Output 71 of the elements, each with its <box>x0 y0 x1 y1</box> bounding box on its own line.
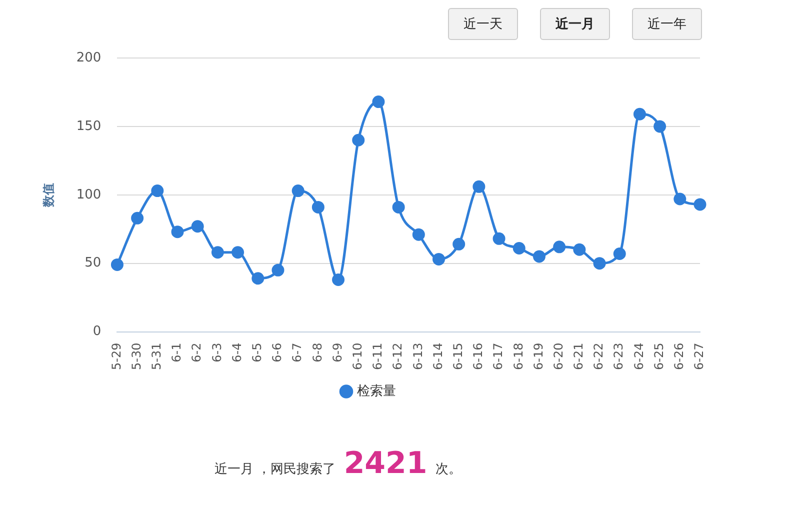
point <box>312 200 324 214</box>
x-tick-label: 6-24 <box>632 342 646 370</box>
y-axis-title: 数值 <box>41 182 56 208</box>
x-tick-label: 6-11 <box>370 342 385 370</box>
y-tick-label: 150 <box>76 118 102 134</box>
point <box>252 272 264 285</box>
point <box>412 228 425 241</box>
point <box>573 243 586 256</box>
point <box>452 238 466 250</box>
point <box>472 180 486 193</box>
x-tick-label: 6-19 <box>531 342 546 370</box>
x-tick-label: 6-17 <box>491 342 506 370</box>
y-tick-label: 0 <box>92 324 102 340</box>
x-tick-label: 6-4 <box>230 342 244 362</box>
point <box>131 212 144 224</box>
point <box>110 258 124 271</box>
x-tick-label: 6-7 <box>290 342 304 362</box>
x-tick-label: 6-8 <box>310 342 324 362</box>
x-tick-label: 6-16 <box>471 342 486 370</box>
point <box>151 184 164 198</box>
x-tick-label: 6-12 <box>390 342 405 370</box>
x-tick-label: 6-26 <box>672 342 686 370</box>
point <box>512 242 526 255</box>
point <box>674 192 686 206</box>
text: 近一月 <box>540 8 610 40</box>
point <box>352 134 365 146</box>
point <box>372 96 385 108</box>
x-tick-label: 6-13 <box>410 342 425 370</box>
point <box>654 120 666 133</box>
point <box>432 252 445 266</box>
x-tick-label: 6-23 <box>612 342 626 370</box>
point <box>211 246 224 259</box>
x-tick-label: 6-9 <box>330 342 344 362</box>
x-tick-label: 6-18 <box>511 342 526 370</box>
x-tick-label: 6-15 <box>450 342 465 370</box>
x-tick-label: 6-27 <box>692 342 706 370</box>
point <box>292 184 304 198</box>
point <box>332 274 345 286</box>
x-tick-label: 6-21 <box>572 342 586 370</box>
x-tick-label: 6-25 <box>652 342 666 370</box>
x-tick-label: 6-22 <box>592 342 606 370</box>
x-tick-label: 5-29 <box>109 342 124 370</box>
text: 近一年 <box>632 8 702 40</box>
point <box>492 232 506 245</box>
point <box>191 220 204 233</box>
point <box>553 240 566 254</box>
point <box>171 226 184 238</box>
text: 近一天 <box>448 8 518 40</box>
x-tick-label: 5-30 <box>129 342 144 370</box>
point <box>593 257 606 270</box>
x-tick-label: 5-31 <box>150 342 164 370</box>
legend-label: 检索量 <box>356 384 396 399</box>
x-tick-label: 6-3 <box>210 342 224 362</box>
x-tick-label: 6-1 <box>170 342 184 362</box>
x-tick-label: 6-2 <box>190 342 204 362</box>
x-tick-label: 6-6 <box>270 342 284 362</box>
point <box>232 246 244 259</box>
y-tick-label: 50 <box>84 256 102 271</box>
y-tick-label: 100 <box>76 187 102 202</box>
x-tick-label: 6-5 <box>250 342 264 362</box>
point <box>613 247 626 260</box>
x-tick-label: 6-10 <box>350 342 364 370</box>
point <box>694 198 706 211</box>
point <box>633 108 646 120</box>
x-tick-label: 6-20 <box>551 342 566 370</box>
point <box>532 250 546 263</box>
point <box>392 200 405 214</box>
text: 近一月 ，网民搜索了 2421 次。 <box>214 446 462 481</box>
y-tick-label: 200 <box>76 50 102 66</box>
point <box>272 264 284 276</box>
x-tick-label: 6-14 <box>430 342 445 370</box>
